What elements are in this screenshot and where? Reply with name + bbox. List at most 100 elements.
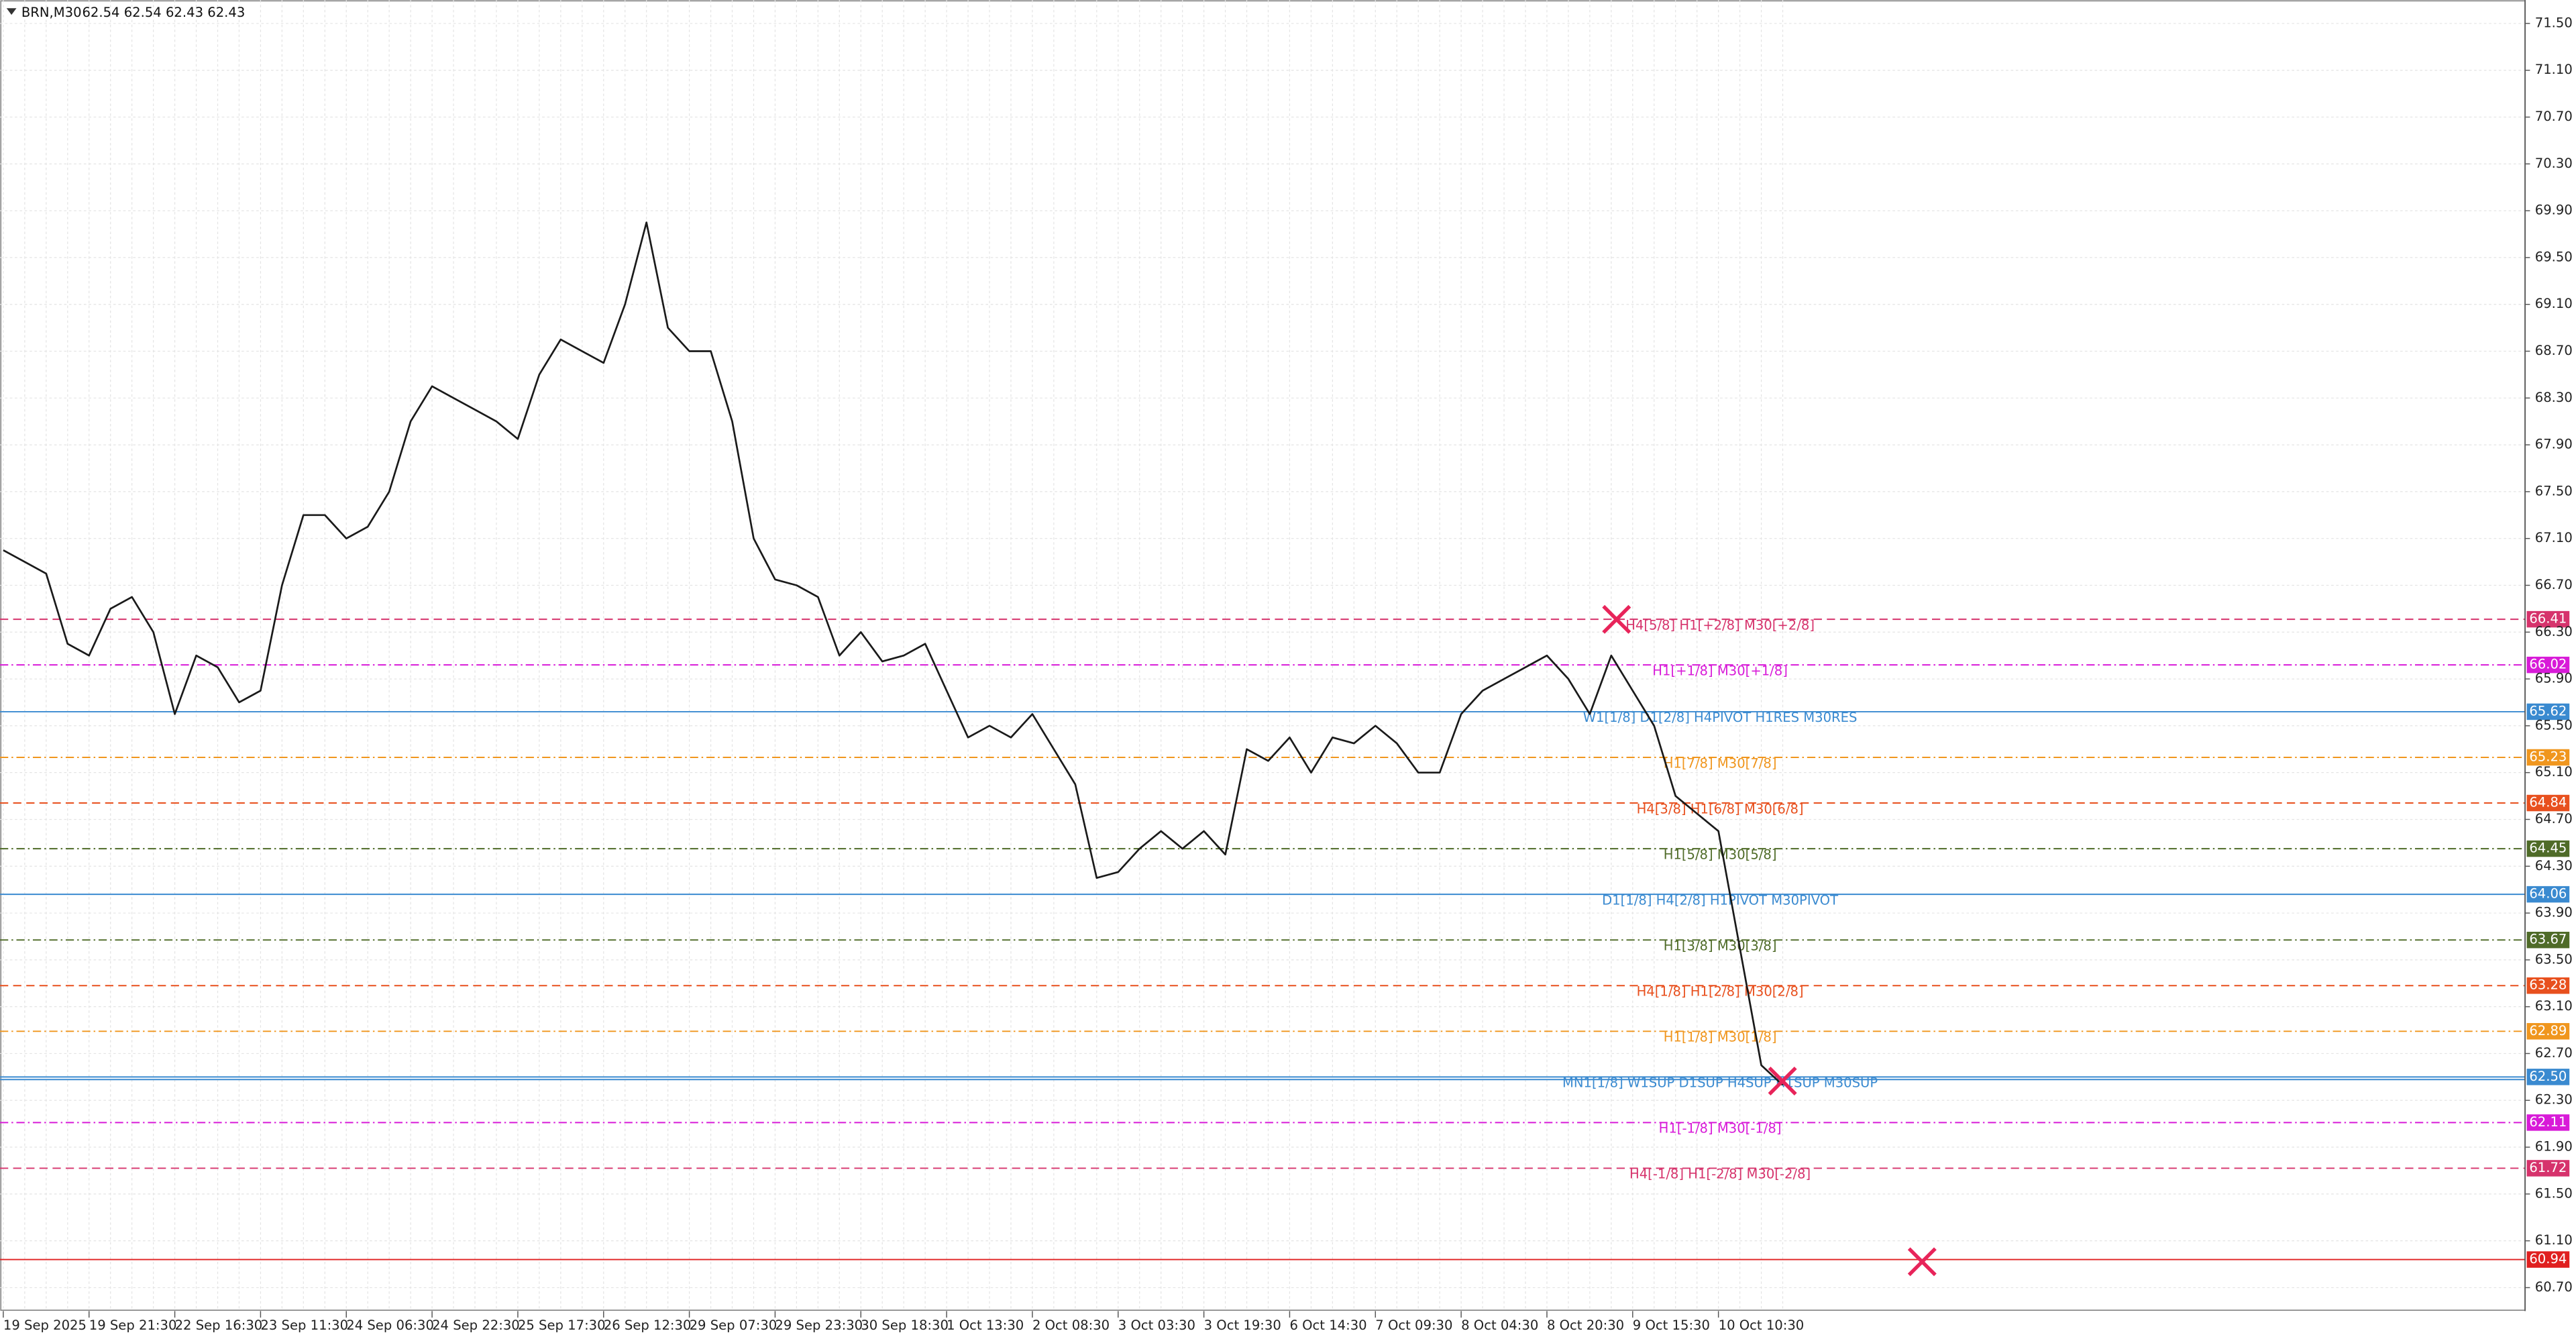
- menu-arrow[interactable]: [6, 8, 17, 15]
- price-badge-label: 66.41: [2529, 611, 2567, 627]
- x-tick-label: 3 Oct 03:30: [1118, 1318, 1195, 1333]
- price-badge: [2526, 749, 2570, 766]
- level-label: H4[-1/8] H1[-2/8] M30[-2/8]: [1629, 1167, 1811, 1182]
- y-tick-label: 61.50: [2535, 1185, 2573, 1201]
- price-badge-label: 64.06: [2529, 886, 2567, 902]
- price-badge-label: 65.23: [2529, 749, 2567, 764]
- price-badge-label: 60.94: [2529, 1251, 2567, 1267]
- y-tick-label: 63.10: [2535, 998, 2573, 1014]
- x-tick-label: 29 Sep 07:30: [690, 1318, 777, 1333]
- level-label: H1[5/8] M30[5/8]: [1664, 847, 1777, 862]
- price-line: [3, 221, 1784, 1086]
- y-tick-label: 70.30: [2535, 156, 2573, 171]
- x-tick-label: 10 Oct 10:30: [1719, 1318, 1805, 1333]
- y-tick-label: 61.10: [2535, 1232, 2573, 1248]
- price-badge: [2526, 703, 2570, 720]
- y-tick-label: 63.90: [2535, 905, 2573, 920]
- price-badge-label: 61.72: [2529, 1160, 2567, 1175]
- level-label: H1[7/8] M30[7/8]: [1664, 755, 1777, 771]
- x-tick-label: 2 Oct 08:30: [1032, 1318, 1110, 1333]
- x-tick-label: 24 Sep 22:30: [432, 1318, 520, 1333]
- y-tick-label: 69.10: [2535, 296, 2573, 311]
- y-tick-label: 69.90: [2535, 203, 2573, 218]
- x-tick-label: 3 Oct 19:30: [1204, 1318, 1281, 1333]
- axes: 71.50 71.10 70.70 70.30 69.90 69.50 69.10 68.70…: [3, 0, 2573, 1333]
- level-label: H4[5/8] H1[+2/8] M30[+2/8]: [1625, 617, 1815, 633]
- level-label: H4[3/8] H1[6/8] M30[6/8]: [1637, 801, 1804, 816]
- price-badge-label: 63.67: [2529, 932, 2567, 947]
- chart-title: BRN,M30: [21, 5, 82, 20]
- price-badge-label: 65.62: [2529, 703, 2567, 718]
- price-badge: [2526, 977, 2570, 994]
- x-tick-label: 24 Sep 06:30: [346, 1318, 434, 1333]
- y-tick-label: 67.50: [2535, 483, 2573, 498]
- y-tick-label: 63.50: [2535, 951, 2573, 967]
- x-tick-label: 8 Oct 04:30: [1461, 1318, 1538, 1333]
- price-badge-label: 63.28: [2529, 977, 2567, 993]
- y-tick-label: 61.90: [2535, 1139, 2573, 1155]
- grid: [0, 0, 2526, 1311]
- y-tick-label: 62.70: [2535, 1045, 2573, 1061]
- markers: [1602, 604, 1937, 1277]
- cross-marker: [1768, 1066, 1797, 1095]
- x-tick-label: 29 Sep 23:30: [775, 1318, 863, 1333]
- level-label: H1[3/8] M30[3/8]: [1664, 938, 1777, 953]
- levels: H4[5/8] H1[+2/8] M30[+2/8] 66.41 H1[+1/8] …: [0, 610, 2570, 1268]
- y-tick-label: 71.50: [2535, 15, 2573, 30]
- level-label: D1[1/8] H4[2/8] H1PIVOT M30PIVOT: [1602, 892, 1839, 908]
- price-badge: [2526, 610, 2570, 628]
- level-label: H4[1/8] H1[2/8] M30[2/8]: [1637, 984, 1804, 1000]
- level-label: H1[+1/8] M30[+1/8]: [1652, 663, 1788, 678]
- price-badge-label: 62.50: [2529, 1069, 2567, 1084]
- y-tick-label: 67.10: [2535, 530, 2573, 545]
- y-tick-label: 65.10: [2535, 764, 2573, 780]
- x-tick-label: 7 Oct 09:30: [1375, 1318, 1452, 1333]
- y-tick-label: 71.10: [2535, 62, 2573, 77]
- y-tick-label: 66.30: [2535, 624, 2573, 639]
- x-tick-label: 8 Oct 20:30: [1547, 1318, 1624, 1333]
- x-tick-label: 30 Sep 18:30: [861, 1318, 949, 1333]
- y-tick-label: 65.90: [2535, 671, 2573, 686]
- price-badge: [2526, 886, 2570, 903]
- price-badge: [2526, 931, 2570, 949]
- y-tick-label: 68.70: [2535, 343, 2573, 358]
- y-tick-label: 68.30: [2535, 390, 2573, 405]
- x-tick-label: 6 Oct 14:30: [1289, 1318, 1366, 1333]
- price-badge: [2526, 1251, 2570, 1268]
- chart-subtitle: 62.54 62.54 62.43 62.43: [82, 5, 245, 20]
- price-badge: [2526, 840, 2570, 857]
- price-badge: [2526, 656, 2570, 674]
- level-label: W1[1/8] D1[2/8] H4PIVOT H1RES M30RES: [1583, 710, 1858, 725]
- price-badge: [2526, 1160, 2570, 1177]
- y-tick-label: 69.50: [2535, 249, 2573, 264]
- plot-frame: [0, 0, 2526, 1311]
- level-label: H1[1/8] M30[1/8]: [1664, 1030, 1777, 1045]
- y-tick-label: 67.90: [2535, 437, 2573, 452]
- price-badge: [2526, 1114, 2570, 1131]
- price-badge-label: 62.89: [2529, 1023, 2567, 1038]
- y-tick-label: 62.30: [2535, 1092, 2573, 1108]
- x-tick-label: 1 Oct 13:30: [947, 1318, 1024, 1333]
- level-label: H1[-1/8] M30[-1/8]: [1659, 1121, 1782, 1136]
- price-badge: [2526, 794, 2570, 812]
- x-tick-label: 22 Sep 16:30: [175, 1318, 263, 1333]
- price-badge-label: 62.11: [2529, 1114, 2567, 1130]
- y-tick-label: 64.30: [2535, 858, 2573, 873]
- y-tick-label: 66.70: [2535, 577, 2573, 592]
- x-tick-label: 19 Sep 21:30: [89, 1318, 177, 1333]
- x-tick-label: 19 Sep 2025: [3, 1318, 87, 1333]
- price-badge-label: 64.45: [2529, 841, 2567, 856]
- cross-marker: [1907, 1247, 1937, 1277]
- price-badge: [2526, 1023, 2570, 1040]
- x-tick-label: 9 Oct 15:30: [1633, 1318, 1710, 1333]
- y-tick-label: 60.70: [2535, 1279, 2573, 1295]
- price-badge-label: 64.84: [2529, 795, 2567, 810]
- price-badge-label: 66.02: [2529, 657, 2567, 672]
- series: [3, 221, 1784, 1086]
- level-label: MN1[1/8] W1SUP D1SUP H4SUP H1SUP M30SUP: [1562, 1075, 1878, 1091]
- x-tick-label: 25 Sep 17:30: [518, 1318, 606, 1333]
- y-tick-label: 65.50: [2535, 717, 2573, 733]
- x-tick-label: 26 Sep 12:30: [604, 1318, 692, 1333]
